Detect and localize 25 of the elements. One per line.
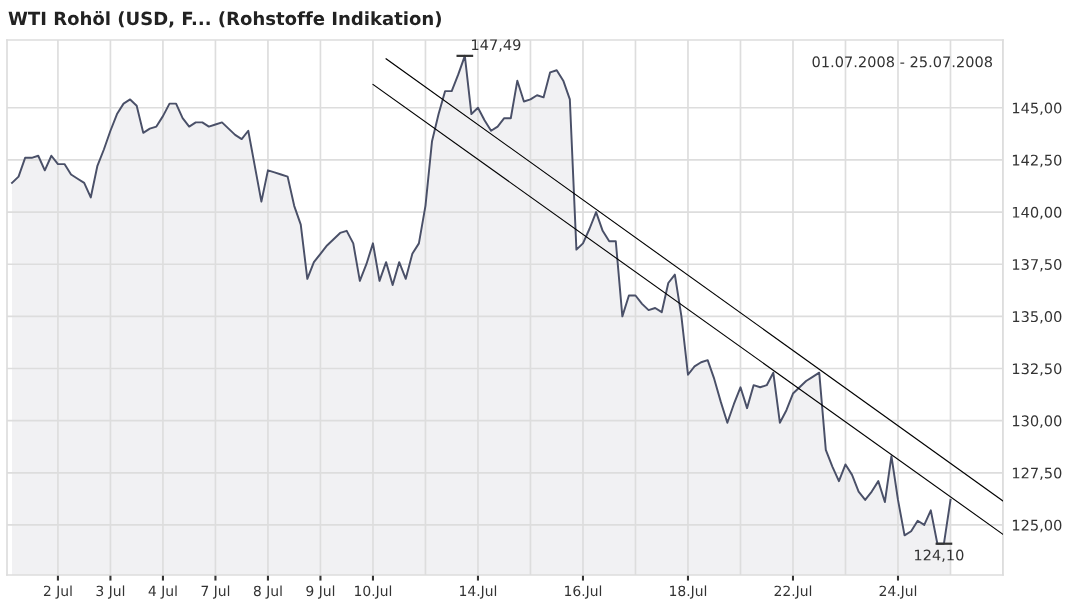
annotation: 01.07.2008 - 25.07.2008 [812, 56, 993, 68]
x-tick-label: 4 Jul [148, 585, 177, 599]
y-tick-label: 130,00 [1012, 415, 1062, 428]
y-tick-label: 127,50 [1012, 467, 1062, 481]
y-tick-label: 132,50 [1012, 363, 1062, 376]
x-tick-label: 18.Jul [670, 585, 707, 599]
x-tick-label: 14.Jul [460, 585, 497, 599]
y-tick-label: 125,00 [1012, 519, 1062, 533]
x-tick-label: 22.Jul [774, 585, 812, 599]
x-tick-label: 7 Jul [201, 585, 230, 599]
x-tick-label: 2 Jul [43, 585, 72, 599]
y-tick-label: 145,00 [1012, 102, 1062, 116]
x-tick-label: 9 Jul [306, 585, 335, 599]
data-label: 147,49 [471, 39, 521, 52]
y-tick-label: 142,50 [1012, 154, 1062, 168]
data-label: 124,10 [914, 549, 964, 563]
y-tick-label: 140,00 [1012, 206, 1062, 220]
chart-title: WTI Rohöl (USD, F... (Rohstoffe Indikation) [8, 11, 441, 28]
x-tick-label: 10.Jul [355, 585, 392, 599]
y-tick-label: 135,00 [1012, 311, 1062, 324]
x-tick-label: 24.Jul [879, 585, 917, 599]
x-tick-label: 8 Jul [253, 585, 282, 599]
x-tick-label: 3 Jul [96, 585, 125, 599]
y-tick-label: 137,50 [1012, 258, 1062, 272]
x-tick-label: 16.Jul [565, 585, 602, 599]
